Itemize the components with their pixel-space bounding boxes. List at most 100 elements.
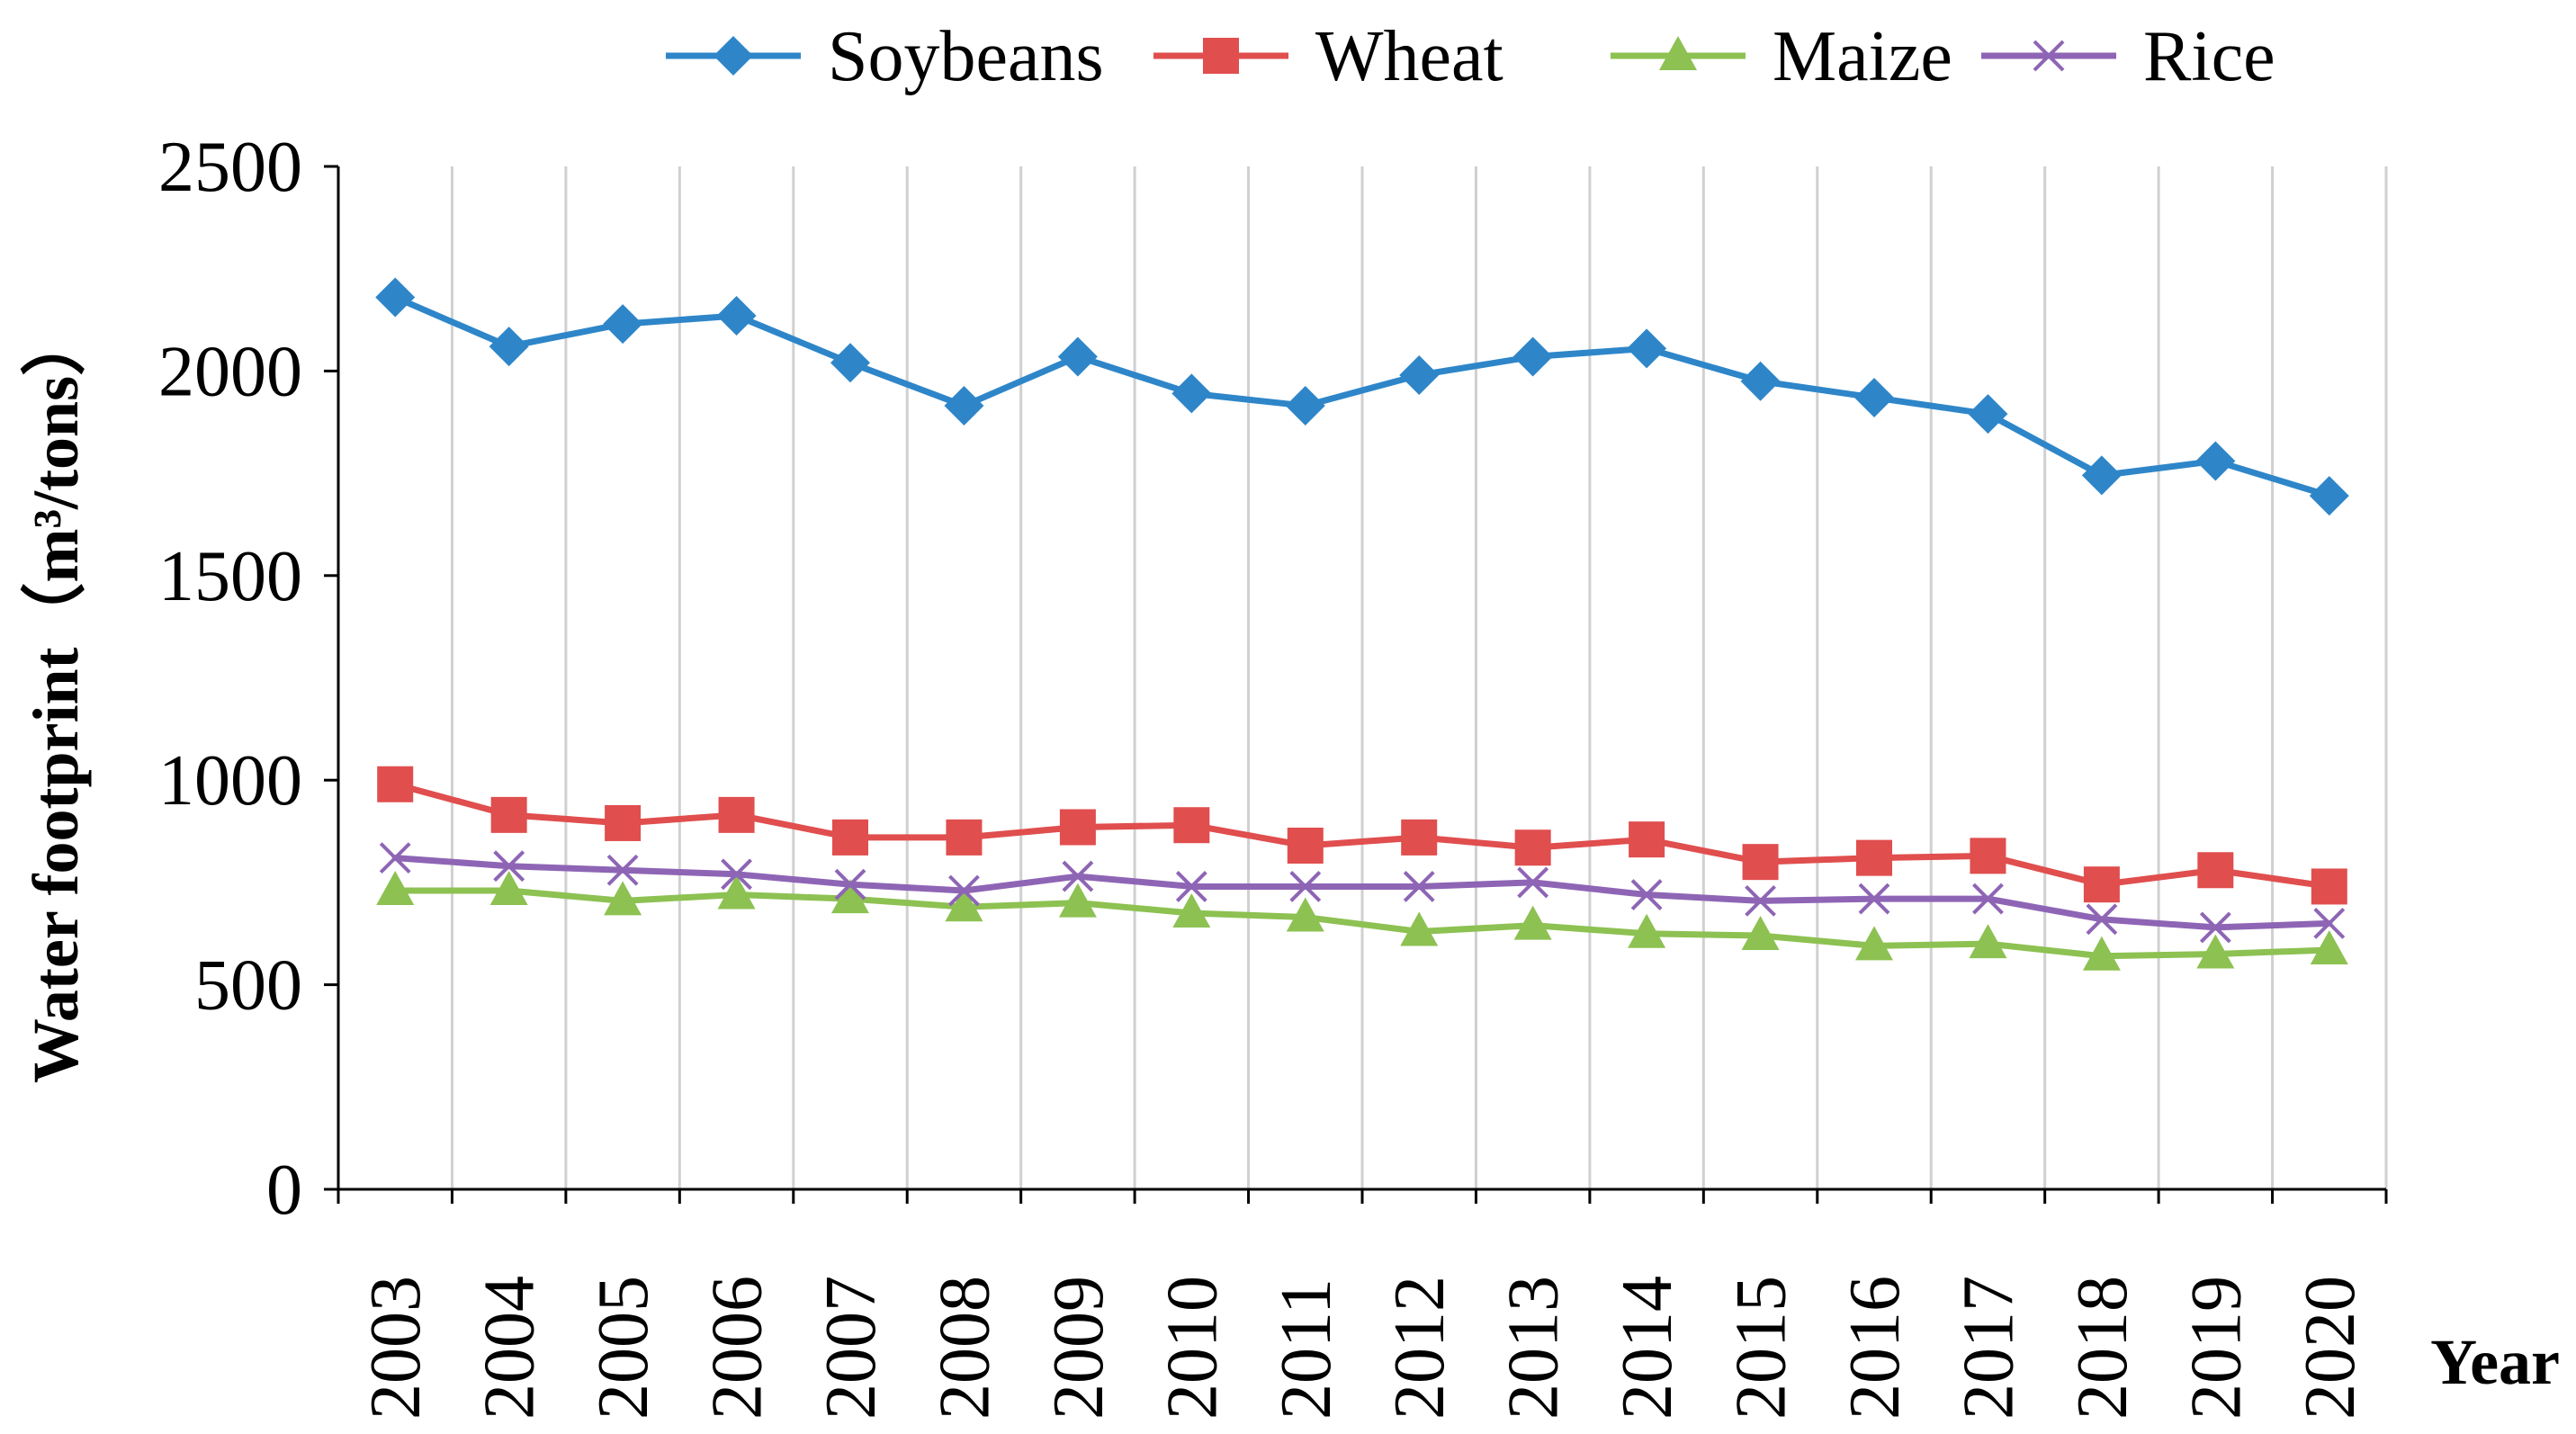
soybeans-point-2019 — [2195, 441, 2236, 481]
maize-point-2016 — [1855, 926, 1893, 961]
soybeans-line — [391, 294, 2333, 499]
x-axis-title: Year — [2430, 1326, 2560, 1398]
soybeans-point-2012 — [1399, 354, 1440, 395]
grid-lines — [450, 166, 2388, 1189]
x-tick-label: 2020 — [2291, 1276, 2370, 1420]
rice-point-2004 — [493, 850, 525, 883]
maize-point-2004 — [489, 870, 528, 905]
x-tick-label: 2008 — [925, 1276, 1004, 1420]
maize-point-2006 — [717, 874, 756, 910]
legend-item-rice: Rice — [1981, 17, 2275, 96]
maize-point-2019 — [2196, 934, 2235, 969]
soybeans-point-2020 — [2309, 476, 2349, 516]
legend-label-rice: Rice — [2143, 17, 2275, 96]
rice-point-2014 — [1630, 879, 1663, 910]
wheat-point-2012 — [1401, 819, 1438, 856]
maize-point-2007 — [831, 879, 869, 914]
x-tick-label: 2010 — [1153, 1276, 1232, 1420]
soybeans-point-2006 — [716, 296, 757, 336]
soybeans-point-2017 — [1968, 394, 2008, 435]
wheat-point-2004 — [490, 796, 527, 833]
legend-marker-wheat — [1203, 38, 1239, 74]
maize-point-2005 — [604, 881, 642, 916]
legend-marker-soybeans — [714, 36, 753, 76]
rice-line — [391, 855, 2333, 931]
wheat-point-2019 — [2197, 852, 2234, 889]
soybeans-point-2007 — [830, 343, 870, 383]
rice-point-2016 — [1858, 883, 1890, 915]
soybeans-point-2004 — [489, 327, 529, 367]
series-maize — [376, 870, 2348, 971]
x-tick-label: 2013 — [1494, 1276, 1574, 1420]
legend-item-soybeans: Soybeans — [666, 17, 1104, 96]
legend-label-maize: Maize — [1773, 17, 1952, 96]
wheat-point-2005 — [605, 804, 642, 841]
soybeans-point-2008 — [944, 386, 984, 426]
x-tick-label: 2011 — [1267, 1278, 1346, 1420]
soybeans-point-2011 — [1285, 386, 1325, 426]
rice-point-2019 — [2199, 911, 2231, 944]
x-tick-label: 2004 — [471, 1276, 550, 1420]
wheat-point-2015 — [1742, 844, 1779, 881]
legend-label-soybeans: Soybeans — [828, 17, 1104, 96]
y-tick-label: 2000 — [158, 332, 302, 411]
y-tick-label: 1000 — [158, 741, 302, 820]
wheat-point-2020 — [2311, 868, 2347, 905]
y-tick-label: 0 — [266, 1151, 302, 1230]
wheat-point-2006 — [718, 796, 755, 833]
x-tick-label: 2014 — [1608, 1276, 1687, 1420]
wheat-point-2011 — [1287, 827, 1324, 864]
rice-point-2020 — [2313, 907, 2346, 939]
x-tick-label: 2005 — [584, 1276, 663, 1420]
rice-point-2013 — [1517, 866, 1549, 899]
x-tick-label: 2007 — [812, 1276, 891, 1420]
rice-point-2008 — [948, 874, 980, 907]
soybeans-point-2013 — [1512, 336, 1553, 377]
soybeans-point-2014 — [1627, 328, 1667, 369]
x-tick-label: 2018 — [2063, 1276, 2142, 1420]
x-tick-label: 2003 — [356, 1276, 435, 1420]
rice-point-2003 — [379, 842, 411, 874]
x-tick-label: 2016 — [1836, 1276, 1915, 1420]
series-wheat — [377, 766, 2347, 905]
soybeans-point-2018 — [2081, 455, 2122, 496]
x-tick-label: 2009 — [1039, 1276, 1118, 1420]
rice-point-2012 — [1403, 871, 1435, 902]
rice-point-2007 — [834, 868, 866, 901]
y-tick-label: 500 — [194, 946, 302, 1026]
soybeans-point-2009 — [1057, 336, 1098, 377]
x-tick-label: 2019 — [2177, 1276, 2256, 1420]
wheat-point-2007 — [832, 819, 868, 856]
x-tick-label: 2006 — [698, 1276, 777, 1420]
legend-item-maize: Maize — [1611, 17, 1952, 96]
wheat-point-2009 — [1059, 809, 1096, 846]
maize-point-2013 — [1513, 905, 1552, 940]
x-tick-label: 2015 — [1722, 1276, 1801, 1420]
maize-point-2003 — [376, 870, 415, 905]
maize-point-2015 — [1741, 916, 1780, 951]
maize-line — [391, 887, 2333, 960]
legend-label-wheat: Wheat — [1315, 17, 1503, 96]
axes: 0 500 1000 1500 2000 2500 2003 2004 2005 2006 2007… — [158, 128, 2388, 1420]
maize-point-2012 — [1400, 911, 1439, 946]
maize-point-2020 — [2310, 929, 2348, 964]
y-axis-title: Water footprint（m³/tons） — [20, 311, 92, 1083]
wheat-point-2010 — [1173, 807, 1210, 844]
rice-point-2011 — [1289, 871, 1322, 902]
legend-marker-rice — [2033, 40, 2065, 72]
wheat-point-2013 — [1514, 829, 1551, 866]
series-rice — [379, 842, 2346, 944]
wheat-point-2014 — [1629, 821, 1665, 858]
wheat-point-2018 — [2083, 866, 2120, 903]
legend-item-wheat: Wheat — [1153, 17, 1503, 96]
soybeans-point-2005 — [603, 304, 643, 345]
rice-point-2018 — [2086, 903, 2118, 936]
rice-point-2017 — [1972, 883, 2004, 915]
soybeans-point-2010 — [1171, 373, 1212, 414]
x-tick-label: 2017 — [1949, 1276, 2028, 1420]
maize-point-2011 — [1286, 897, 1324, 932]
rice-point-2010 — [1175, 871, 1207, 902]
series-soybeans — [375, 277, 2349, 516]
x-tick-label: 2012 — [1380, 1276, 1459, 1420]
